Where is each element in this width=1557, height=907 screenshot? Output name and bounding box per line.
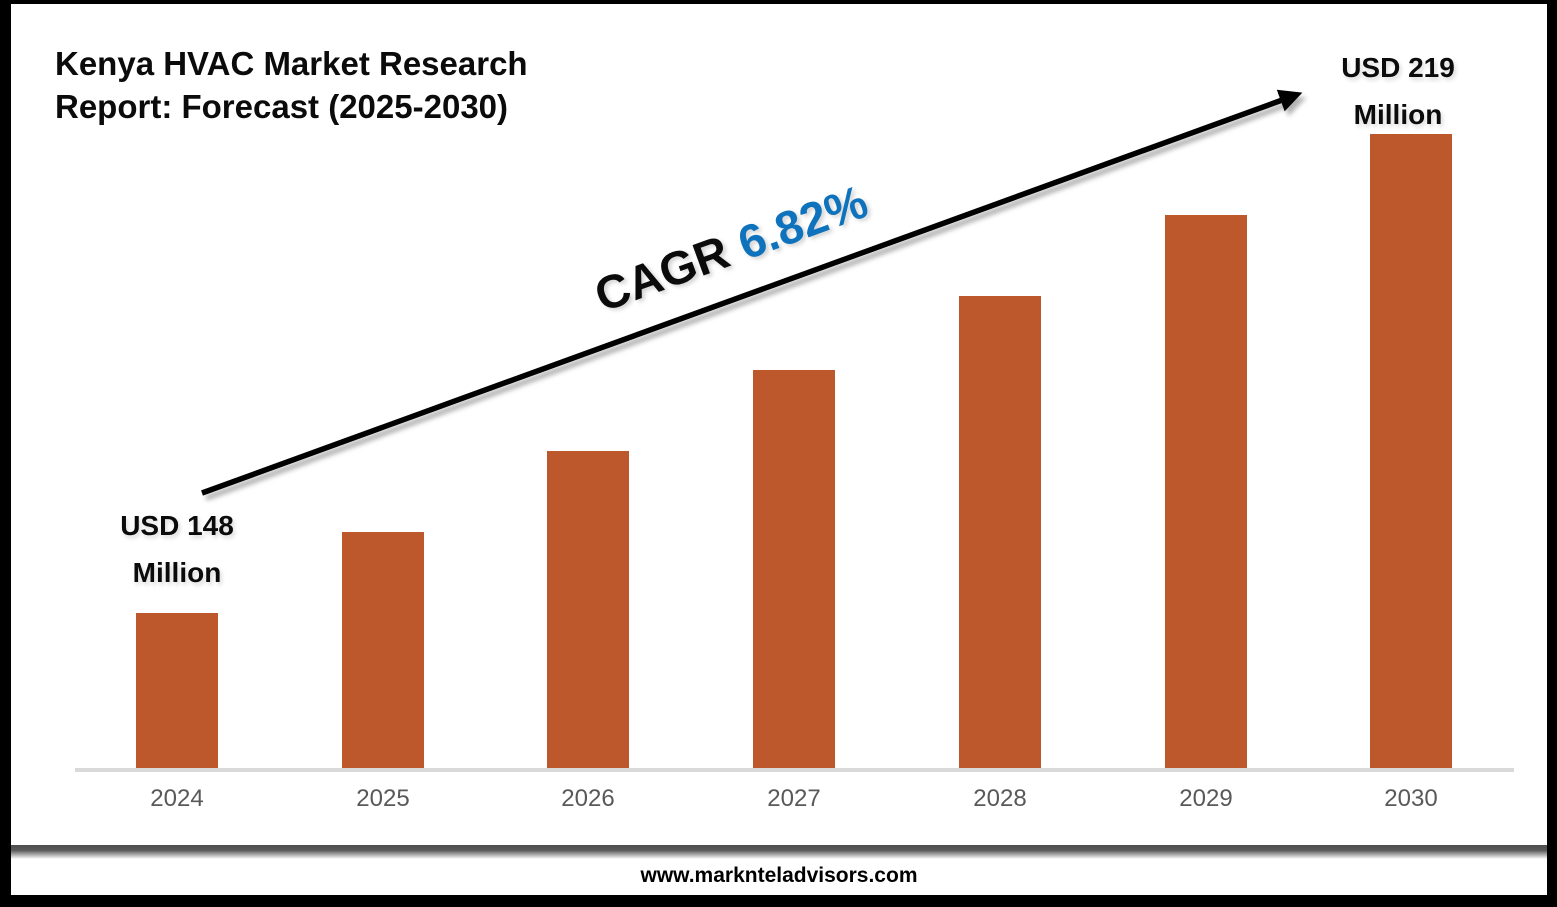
x-tick-2026: 2026	[561, 785, 615, 812]
x-tick-2027: 2027	[767, 785, 821, 812]
last-bar-value-label: USD 219 Million	[1341, 44, 1455, 138]
x-tick-2024: 2024	[150, 785, 204, 812]
x-tick-2029: 2029	[1179, 785, 1233, 812]
bar-2028	[959, 296, 1041, 768]
bar-2026	[547, 451, 629, 768]
bar-2030	[1370, 134, 1452, 768]
bar-2024	[136, 613, 218, 768]
last-bar-value-line2: Million	[1353, 99, 1443, 130]
bar-2025	[342, 532, 424, 768]
bar-2027	[753, 370, 835, 768]
bar-2029	[1165, 215, 1247, 768]
x-tick-2025: 2025	[356, 785, 410, 812]
x-tick-2028: 2028	[973, 785, 1027, 812]
first-bar-value-line2: Million	[132, 557, 222, 588]
first-bar-value-line1: USD 148	[120, 510, 234, 541]
bar-series	[11, 114, 1547, 768]
x-tick-2030: 2030	[1384, 785, 1438, 812]
x-axis-line	[75, 768, 1514, 772]
first-bar-value-label: USD 148 Million	[120, 502, 234, 596]
footer-divider	[11, 845, 1547, 859]
x-axis-labels: 2024 2025 2026 2027 2028 2029 2030	[11, 786, 1547, 816]
chart-title-line1: Kenya HVAC Market Research	[55, 45, 528, 82]
footer-website: www.marknteladvisors.com	[640, 864, 918, 887]
last-bar-value-line1: USD 219	[1341, 52, 1455, 83]
